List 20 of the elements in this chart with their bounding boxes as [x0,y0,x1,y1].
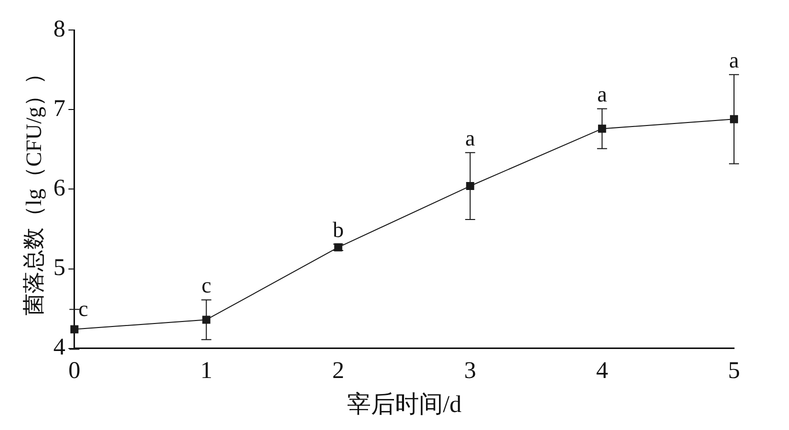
annotation: a [729,47,740,72]
y-tick-label: 7 [53,96,66,122]
x-tick-label: 4 [596,358,608,384]
x-tick-label: 5 [728,358,740,384]
y-axis-title: 菌落总数（lg（CFU/g）） [20,62,46,316]
x-tick-label: 2 [332,358,344,384]
y-tick-label: 4 [53,334,66,361]
y-tick-label: 5 [53,255,66,282]
point [202,316,210,324]
x-tick-label: 0 [68,358,80,384]
annotation: c [201,272,212,298]
annotation: b [332,216,344,242]
y-tick-label: 8 [53,16,66,42]
x-tick-label: 1 [200,358,212,384]
annotation: a [465,125,476,150]
x-tick-label: 3 [464,358,476,384]
annotation: c [78,296,88,322]
y-tick-label: 6 [53,175,66,202]
annotation: a [597,82,608,107]
x-axis-title: 宰后时间/d [346,390,462,418]
